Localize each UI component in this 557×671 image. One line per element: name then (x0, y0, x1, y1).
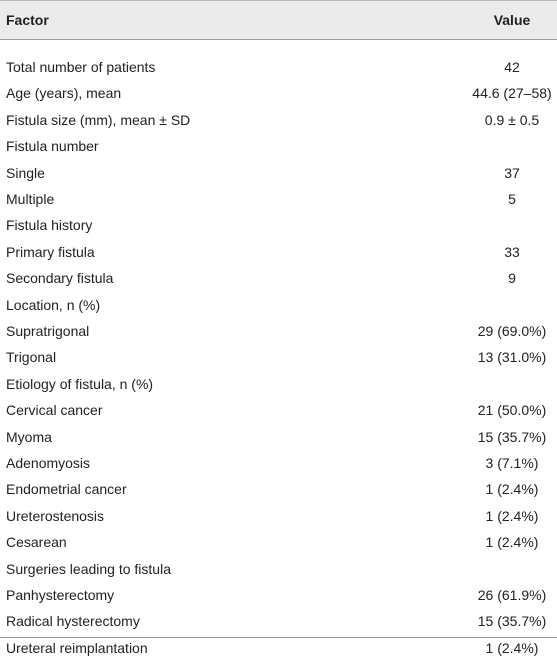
value-cell: 9 (508, 270, 516, 287)
header-cell: Factor (6, 12, 49, 28)
factor-cell: Etiology of fistula, n (%) (6, 375, 154, 392)
factor-cell: Age (years), mean (6, 85, 122, 102)
value-cell: 33 (504, 243, 520, 260)
value-cell: 42 (504, 59, 520, 75)
factor-cell: Ureterostenosis (6, 507, 105, 524)
value-cell: 13 (31.0%) (477, 349, 547, 366)
factor-cell: Primary fistula (6, 243, 95, 260)
value-cell: 26 (61.9%) (477, 587, 547, 603)
factor-cell: Fistula number (6, 138, 99, 155)
value-cell: 29 (69.0%) (477, 323, 547, 339)
factor-cell: Location, n (%) (6, 296, 101, 313)
value-cell: 5 (508, 191, 516, 207)
value-cell: 21 (50.0%) (477, 402, 547, 419)
factor-cell: Single (6, 164, 45, 181)
factor-cell: Cervical cancer (6, 402, 103, 419)
value-cell: 44.6 (27–58) (472, 85, 552, 102)
factor-cell: Ureteral reimplantation (6, 639, 148, 656)
factor-cell: Trigonal (6, 349, 57, 366)
factor-cell: Fistula history (6, 217, 93, 234)
value-cell: 1 (2.4%) (485, 507, 539, 524)
value-cell: 15 (35.7%) (477, 428, 547, 445)
value-cell: 3 (7.1%) (485, 455, 539, 471)
factor-cell: Total number of patients (6, 59, 156, 75)
value-cell: 37 (504, 164, 520, 181)
value-cell: 0.9 ± 0.5 (484, 111, 540, 128)
value-cell: 1 (2.4%) (485, 534, 539, 551)
value-cell: 1 (2.4%) (485, 639, 539, 656)
factor-cell: Adenomyosis (6, 455, 91, 471)
factor-cell: Supratrigonal (6, 323, 90, 339)
bottom-rule (0, 637, 557, 638)
factor-cell: Cesarean (6, 534, 67, 551)
factor-cell: Secondary fistula (6, 270, 114, 287)
factor-cell: Panhysterectomy (6, 587, 115, 603)
factor-cell: Endometrial cancer (6, 481, 127, 498)
value-cell: 15 (35.7%) (477, 613, 547, 630)
factor-cell: Fistula size (mm), mean ± SD (6, 111, 191, 128)
header-cell: Value (493, 12, 531, 28)
value-cell: 1 (2.4%) (485, 481, 539, 498)
factor-cell: Radical hysterectomy (6, 613, 140, 630)
factor-cell: Myoma (6, 428, 52, 445)
header-row (0, 0, 557, 40)
factor-cell: Surgeries leading to fistula (6, 560, 171, 577)
factor-cell: Multiple (6, 191, 55, 207)
